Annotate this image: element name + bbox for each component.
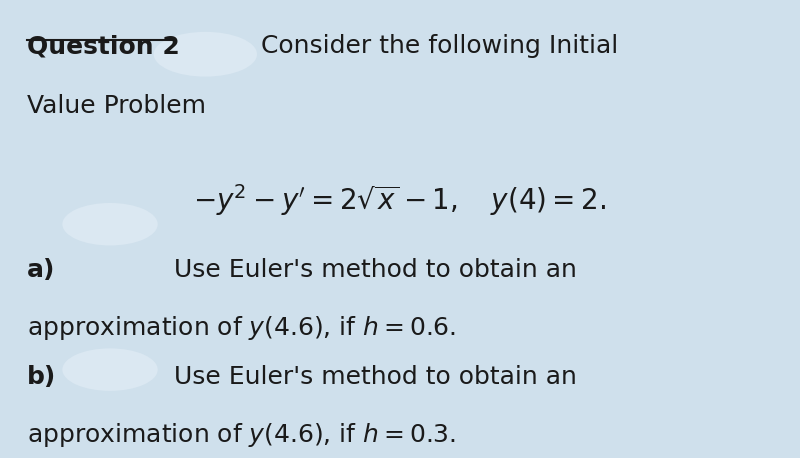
Text: Question 2: Question 2 [26,34,179,58]
Ellipse shape [154,32,257,76]
Ellipse shape [62,203,158,245]
Text: Consider the following Initial: Consider the following Initial [261,34,618,58]
Text: approximation of $y(4.6)$, if $h = 0.3$.: approximation of $y(4.6)$, if $h = 0.3$. [26,421,456,449]
Text: a): a) [26,258,55,282]
Text: Value Problem: Value Problem [26,94,206,119]
Text: b): b) [26,365,56,389]
Text: Use Euler's method to obtain an: Use Euler's method to obtain an [174,258,577,282]
Text: approximation of $y(4.6)$, if $h = 0.6$.: approximation of $y(4.6)$, if $h = 0.6$. [26,314,456,342]
Text: $-y^2 - y' = 2\sqrt{x} - 1, \quad y(4) = 2.$: $-y^2 - y' = 2\sqrt{x} - 1, \quad y(4) =… [194,182,606,218]
Ellipse shape [62,349,158,391]
Text: Use Euler's method to obtain an: Use Euler's method to obtain an [174,365,577,389]
